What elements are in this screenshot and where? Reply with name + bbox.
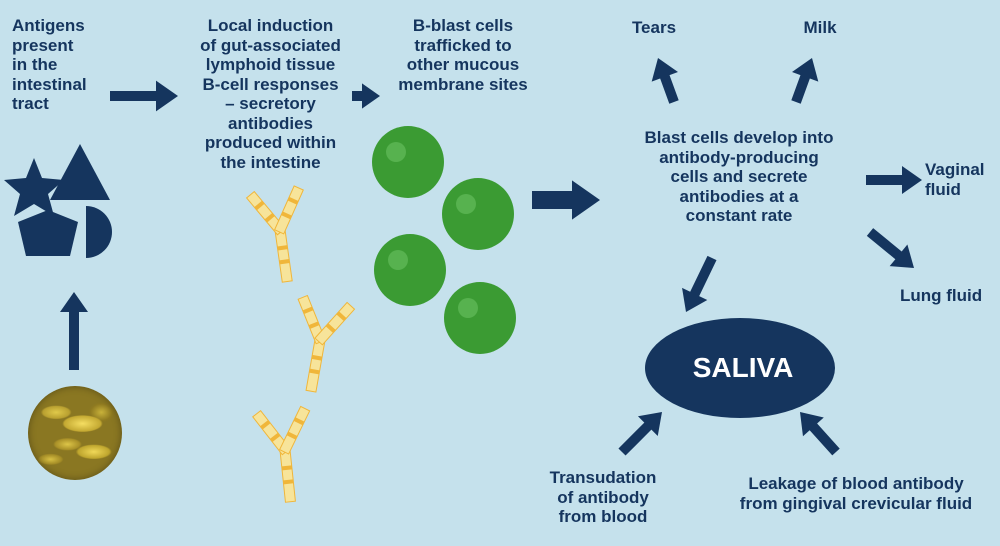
bacteria-image — [28, 386, 122, 480]
tears-label: Tears — [624, 18, 684, 38]
local-induction-label: Local inductionof gut-associatedlymphoid… — [188, 16, 353, 172]
lung-label: Lung fluid — [900, 286, 1000, 306]
leakage-label: Leakage of blood antibodyfrom gingival c… — [716, 474, 996, 513]
bblast-cells — [372, 126, 516, 354]
antigen-shapes — [4, 144, 112, 258]
saliva-label: SALIVA — [688, 352, 798, 384]
vaginal-label: Vaginalfluid — [925, 160, 1000, 199]
blast-develop-label: Blast cells develop intoantibody-produci… — [624, 128, 854, 226]
antigens-label: Antigenspresentin theintestinaltract — [12, 16, 112, 114]
bblast-label: B-blast cellstrafficked toother mucousme… — [388, 16, 538, 94]
milk-label: Milk — [790, 18, 850, 38]
transudation-label: Transudationof antibodyfrom blood — [528, 468, 678, 527]
antibody-icons — [246, 185, 356, 505]
